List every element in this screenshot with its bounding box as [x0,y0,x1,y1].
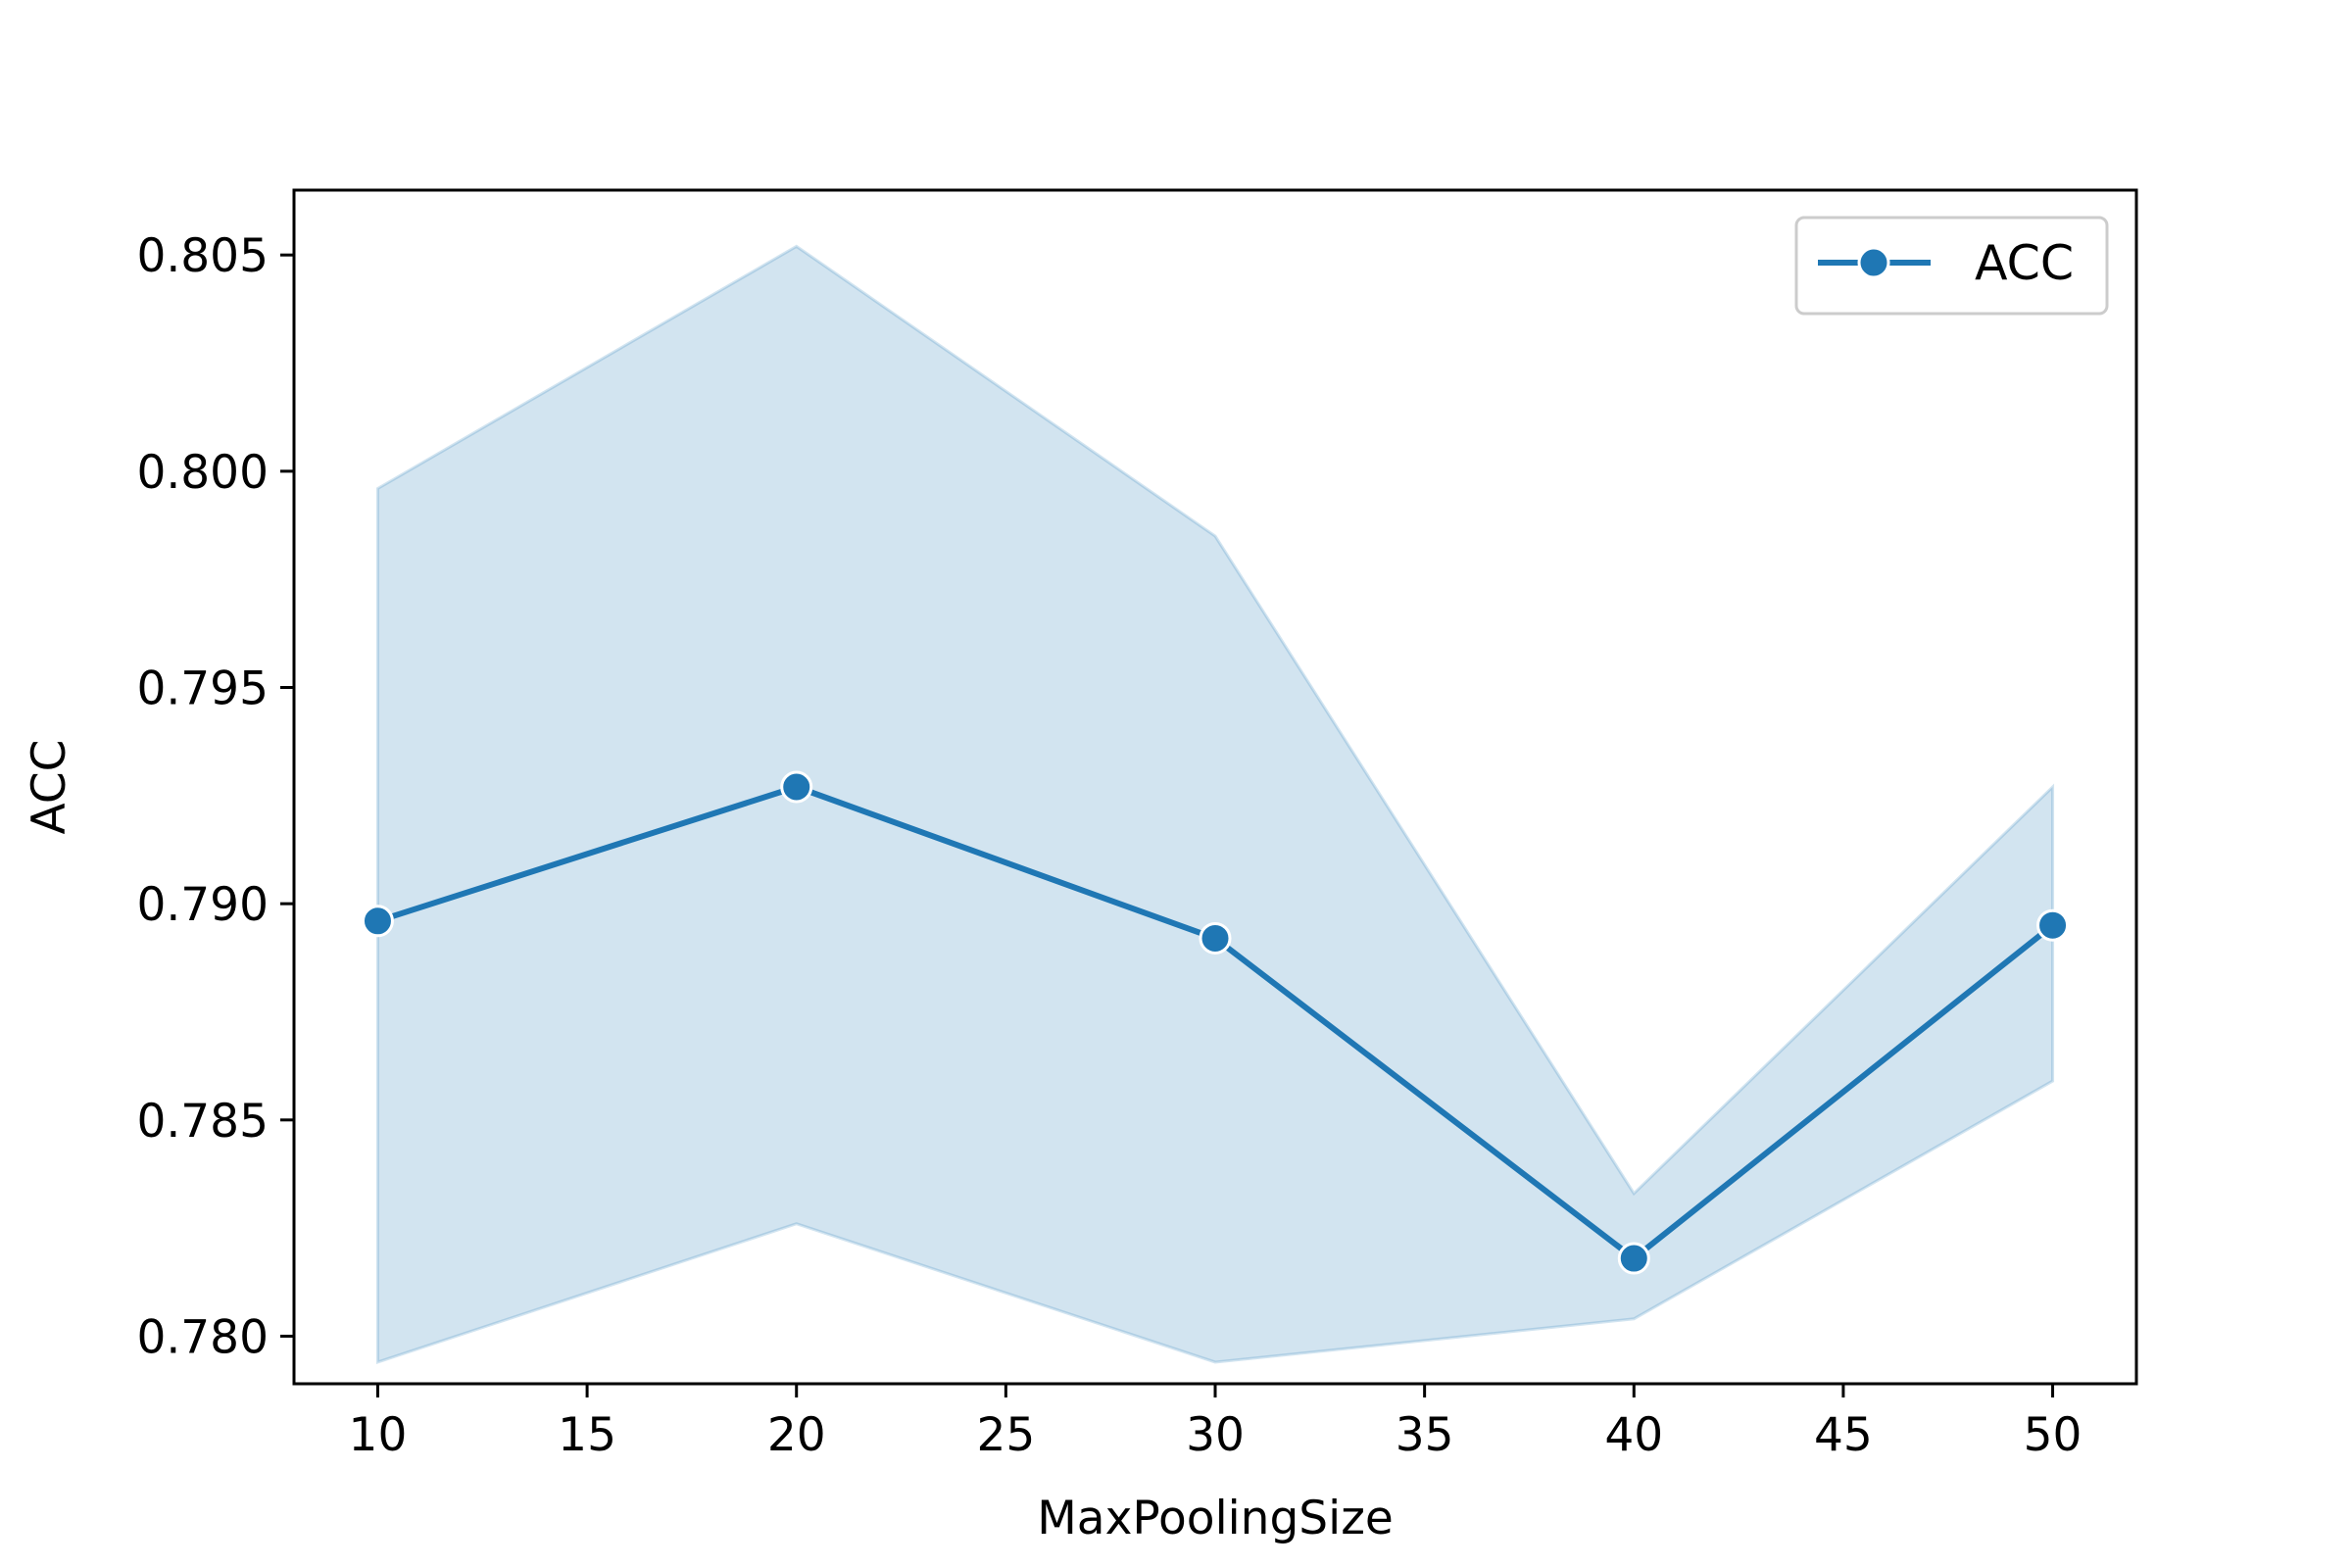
legend-marker-acc [1857,246,1890,279]
y-axis-label: ACC [23,740,76,835]
x-axis-ticks: 10 15 20 25 30 35 40 45 50 [349,1384,2082,1462]
legend-box [1794,216,2109,316]
y-tick-label: 0.800 [136,446,269,500]
y-axis-ticks: 0.780 0.785 0.790 0.795 0.800 0.805 [136,229,294,1364]
data-point [2036,908,2070,942]
confidence-band [375,244,2055,1365]
x-tick-label: 40 [1604,1408,1663,1462]
y-tick-label: 0.790 [136,878,269,932]
series-markers [361,770,2070,1275]
x-tick-label: 20 [767,1408,826,1462]
data-point [1199,921,1232,955]
y-tick-label: 0.805 [136,229,269,283]
data-point [780,770,813,804]
x-tick-label: 45 [1814,1408,1873,1462]
data-point [1617,1242,1650,1275]
x-tick-label: 30 [1186,1408,1245,1462]
legend-label-acc: ACC [1975,235,2074,291]
x-tick-label: 25 [976,1408,1035,1462]
legend: ACC [1794,216,2109,316]
x-tick-label: 15 [558,1408,616,1462]
x-axis-label: MaxPoolingSize [1037,1492,1394,1545]
y-tick-label: 0.785 [136,1095,269,1149]
x-tick-label: 10 [349,1408,408,1462]
data-point [361,905,394,938]
plot-area [361,244,2070,1365]
x-tick-label: 50 [2024,1408,2082,1462]
y-tick-label: 0.795 [136,662,269,716]
y-tick-label: 0.780 [136,1310,269,1364]
x-tick-label: 35 [1396,1408,1454,1462]
